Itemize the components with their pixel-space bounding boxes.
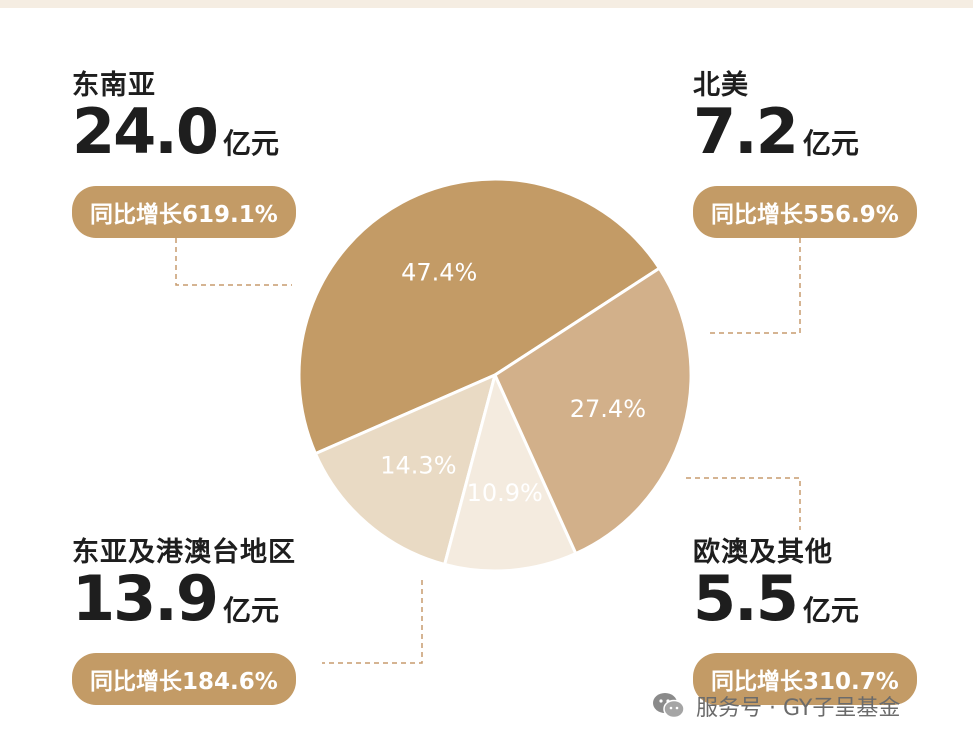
- pie-slice-1: [297, 177, 661, 456]
- region-amount-ea: 13.9 亿元: [72, 568, 296, 645]
- region-amount-value-eu: 5.5: [693, 562, 799, 635]
- growth-badge-sea: 同比增长619.1%: [72, 186, 296, 238]
- pie-slice-label-3: 10.9%: [467, 479, 543, 507]
- watermark: 服务号 · GY子呈基金: [652, 690, 900, 722]
- region-amount-unit-sea: 亿元: [222, 127, 279, 160]
- region-block-na: 北美 7.2 亿元 同比增长556.9%: [693, 70, 917, 238]
- region-amount-eu: 5.5 亿元: [693, 568, 917, 645]
- region-name-eu: 欧澳及其他: [693, 537, 833, 568]
- region-amount-value-na: 7.2: [693, 95, 799, 168]
- growth-badge-eu: 同比增长310.7%: [693, 653, 917, 705]
- region-amount-sea: 24.0 亿元: [72, 101, 296, 178]
- region-amount-unit-eu: 亿元: [802, 594, 859, 627]
- pie-slice-4: [493, 266, 693, 556]
- region-amount-unit-na: 亿元: [802, 127, 859, 160]
- region-name-na: 北美: [693, 70, 749, 101]
- region-amount-unit-ea: 亿元: [222, 594, 279, 627]
- region-amount-value-ea: 13.9: [72, 562, 219, 635]
- region-block-ea: 东亚及港澳台地区 13.9 亿元 同比增长184.6%: [72, 537, 296, 705]
- watermark-text: 服务号 · GY子呈基金: [696, 696, 901, 721]
- leader-line-ea: [322, 580, 423, 664]
- growth-badge-na: 同比增长556.9%: [693, 186, 917, 238]
- pie-slice-label-4: 27.4%: [570, 395, 646, 423]
- pie-slice-3: [443, 373, 578, 573]
- region-name-ea: 东亚及港澳台地区: [72, 537, 296, 568]
- growth-badge-ea: 同比增长184.6%: [72, 653, 296, 705]
- pie-slice-2: [313, 373, 497, 566]
- leader-lines: [175, 238, 801, 664]
- region-amount-na: 7.2 亿元: [693, 101, 917, 178]
- region-amount-value-sea: 24.0: [72, 95, 219, 168]
- pie-slice-label-2: 14.3%: [380, 451, 456, 479]
- pie-slice-label-1: 47.4%: [401, 259, 477, 287]
- pie-slice-labels: 47.4% 14.3% 10.9% 27.4%: [380, 259, 646, 508]
- region-name-sea: 东南亚: [72, 70, 156, 101]
- leader-line-eu: [686, 477, 801, 530]
- leader-line-sea: [175, 238, 292, 286]
- wechat-icon: [653, 693, 685, 719]
- pie-slices: [297, 177, 693, 573]
- region-block-sea: 东南亚 24.0 亿元 同比增长619.1%: [72, 70, 296, 238]
- region-block-eu: 欧澳及其他 5.5 亿元 同比增长310.7%: [693, 537, 917, 705]
- leader-line-na: [710, 238, 801, 334]
